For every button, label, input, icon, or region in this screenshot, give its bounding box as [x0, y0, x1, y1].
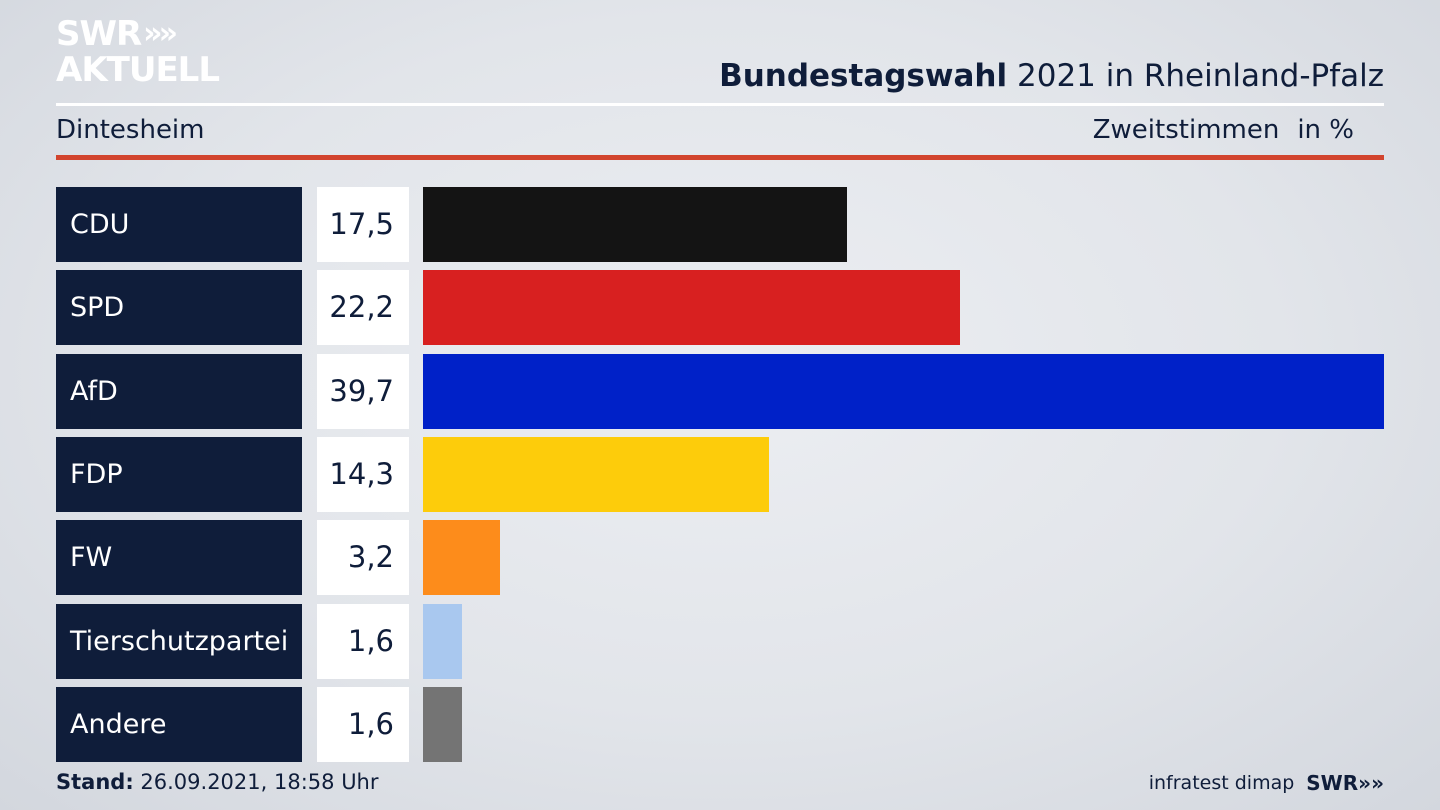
- accent-divider: [56, 155, 1384, 160]
- bar-row: SPD 22,2: [56, 270, 1384, 346]
- party-bar: [423, 686, 462, 762]
- bar-row: CDU 17,5: [56, 187, 1384, 262]
- swr-logo-small-text: SWR: [1306, 771, 1359, 795]
- party-label: FW: [56, 520, 302, 596]
- logo-chevron-icon: »: [143, 16, 163, 51]
- timestamp-value: 26.09.2021, 18:58 Uhr: [140, 770, 379, 794]
- bar-row: Andere 1,6: [56, 686, 1384, 762]
- measure-unit: in %: [1297, 115, 1354, 145]
- party-bar: [423, 436, 770, 512]
- party-label: AfD: [56, 353, 302, 429]
- party-label: SPD: [56, 270, 302, 346]
- party-value: 17,5: [317, 187, 409, 262]
- place-name: Dintesheim: [56, 115, 205, 145]
- bar-row: FW 3,2: [56, 520, 1384, 596]
- measure-label: Zweitstimmen in %: [1093, 115, 1354, 145]
- party-bar: [423, 270, 961, 346]
- party-bar: [423, 187, 847, 262]
- timestamp-label: Stand:: [56, 770, 134, 794]
- party-bar: [423, 520, 501, 596]
- party-value: 1,6: [317, 686, 409, 762]
- timestamp: Stand: 26.09.2021, 18:58 Uhr: [56, 770, 379, 794]
- party-label: Andere: [56, 686, 302, 762]
- party-value: 14,3: [317, 436, 409, 512]
- party-bar: [423, 353, 1384, 429]
- party-label: FDP: [56, 436, 302, 512]
- logo-aktuell-text: AKTUELL: [56, 50, 220, 90]
- party-label: Tierschutzpartei: [56, 603, 302, 679]
- party-value: 39,7: [317, 353, 409, 429]
- logo-chevron-icon-2: »: [158, 16, 179, 51]
- small-chevron-icon-2: »: [1371, 771, 1384, 795]
- chart-title-rest: 2021 in Rheinland-Pfalz: [1017, 58, 1384, 94]
- party-value: 22,2: [317, 270, 409, 346]
- bar-row: Tierschutzpartei 1,6: [56, 603, 1384, 679]
- small-chevron-icon: »: [1358, 771, 1372, 795]
- source-name: infratest dimap: [1148, 772, 1295, 794]
- chart-title-bold: Bundestagswahl: [719, 58, 1008, 94]
- swr-aktuell-logo: SWR»» AKTUELL: [56, 14, 220, 90]
- party-value: 3,2: [317, 520, 409, 596]
- chart-title: Bundestagswahl 2021 in Rheinland-Pfalz: [719, 58, 1384, 94]
- party-bar: [423, 603, 462, 679]
- party-value: 1,6: [317, 603, 409, 679]
- logo-swr-text: SWR: [56, 14, 142, 54]
- bar-row: AfD 39,7: [56, 353, 1384, 429]
- bar-row: FDP 14,3: [56, 436, 1384, 512]
- party-label: CDU: [56, 187, 302, 262]
- header-divider: [56, 103, 1384, 106]
- measure-name: Zweitstimmen: [1092, 115, 1280, 145]
- source-credit: infratest dimap SWR»»: [1149, 771, 1384, 795]
- swr-logo-small: SWR»»: [1306, 771, 1384, 795]
